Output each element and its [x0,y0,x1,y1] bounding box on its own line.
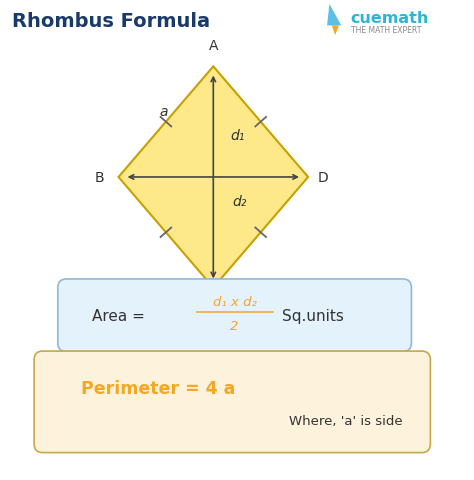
Polygon shape [118,67,308,288]
Text: d₁: d₁ [230,129,244,143]
Polygon shape [332,26,339,36]
Text: Rhombus Formula: Rhombus Formula [12,12,210,31]
FancyBboxPatch shape [58,279,411,352]
Text: THE MATH EXPERT: THE MATH EXPERT [351,26,421,36]
Text: d₂: d₂ [232,195,246,209]
Text: cuemath: cuemath [351,11,429,25]
Polygon shape [327,5,341,26]
FancyBboxPatch shape [34,351,430,453]
Text: Perimeter = 4 a: Perimeter = 4 a [81,380,235,397]
Text: d₁ x d₂: d₁ x d₂ [213,296,256,309]
Text: C: C [209,302,218,316]
Text: D: D [318,170,329,185]
Text: Sq.units: Sq.units [282,308,344,323]
Text: A: A [209,39,218,53]
Text: B: B [95,170,104,185]
Text: Where, 'a' is side: Where, 'a' is side [289,414,403,427]
Text: Area =: Area = [92,308,150,323]
Text: 2: 2 [230,320,239,333]
Text: a: a [160,104,168,119]
